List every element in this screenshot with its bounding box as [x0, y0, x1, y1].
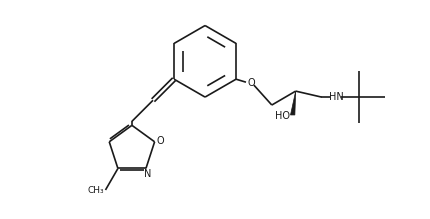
Polygon shape	[291, 91, 296, 115]
Text: HN: HN	[329, 92, 343, 102]
Text: O: O	[156, 136, 164, 146]
Text: N: N	[144, 169, 152, 179]
Text: O: O	[248, 78, 255, 88]
Text: CH₃: CH₃	[87, 186, 104, 195]
Text: HO: HO	[275, 111, 290, 121]
